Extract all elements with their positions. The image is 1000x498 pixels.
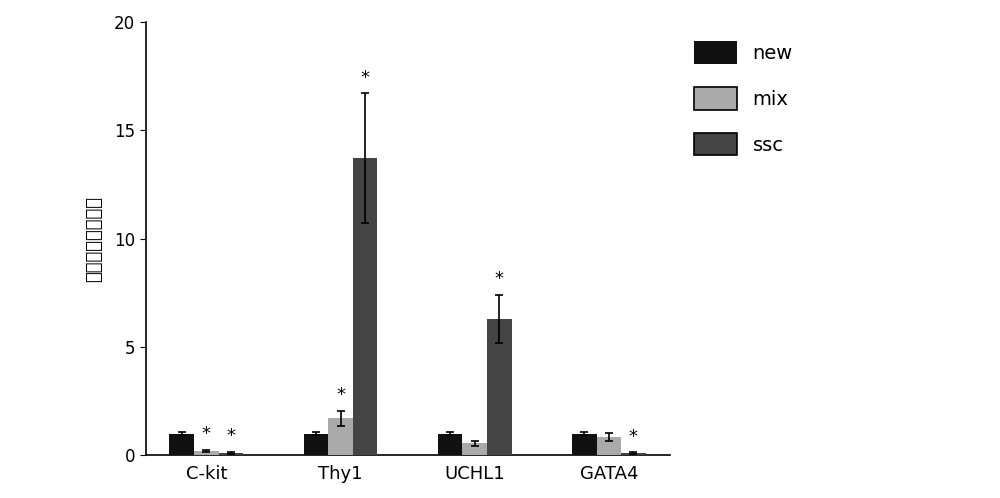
Bar	[438, 434, 462, 455]
Bar	[462, 443, 487, 455]
Bar	[487, 319, 512, 455]
Text: *: *	[202, 425, 211, 443]
Bar	[353, 158, 377, 455]
Bar	[169, 434, 194, 455]
Bar	[328, 418, 353, 455]
Text: *: *	[629, 428, 638, 446]
Bar	[621, 453, 646, 455]
Legend: new, mix, ssc: new, mix, ssc	[684, 32, 802, 165]
Text: *: *	[361, 69, 370, 87]
Bar	[194, 451, 219, 455]
Bar	[219, 453, 243, 455]
Bar	[597, 437, 621, 455]
Text: *: *	[336, 386, 345, 404]
Bar	[304, 434, 328, 455]
Text: *: *	[495, 270, 504, 288]
Text: *: *	[226, 427, 235, 445]
Y-axis label: 相对定量表达分析: 相对定量表达分析	[85, 196, 103, 282]
Bar	[572, 434, 597, 455]
